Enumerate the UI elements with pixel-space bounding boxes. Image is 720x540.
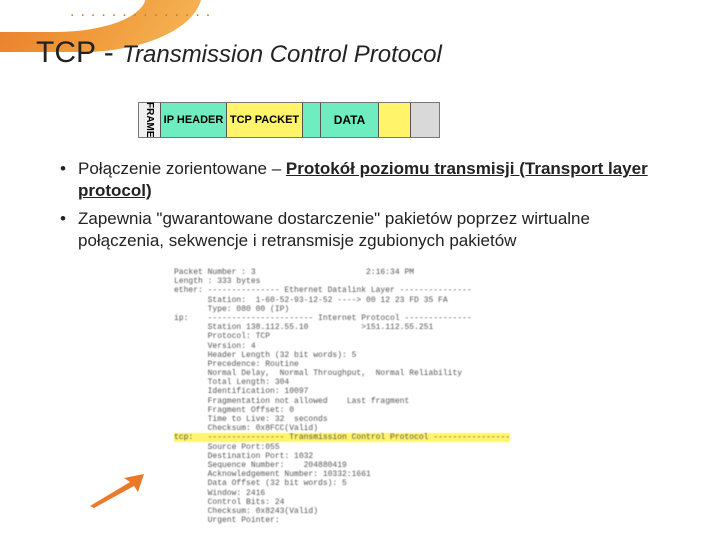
slide-title: TCP - Transmission Control Protocol xyxy=(0,22,720,84)
dump-line: Data Offset (32 bit words): 5 xyxy=(174,479,347,488)
bullet-1-text-a: Połączenie zorientowane – xyxy=(78,159,286,178)
dump-line: ether: --------------- Ethernet Datalink… xyxy=(174,286,472,295)
dump-line: Station 138.112.55.10 >151.112.55.251 xyxy=(174,323,433,332)
arrow-icon xyxy=(86,472,146,508)
title-sub: Transmission Control Protocol xyxy=(122,41,442,68)
bullet-list: Połączenie zorientowane – Protokół pozio… xyxy=(58,158,680,258)
seg-frame: FRAME xyxy=(139,103,161,137)
dump-line: Length : 333 bytes xyxy=(174,277,260,286)
dump-line: Protocol: TCP xyxy=(174,332,270,341)
dump-line: Destination Port: 1032 xyxy=(174,452,313,461)
seg-tcp: TCP PACKET xyxy=(227,103,303,137)
title-main: TCP - xyxy=(36,36,122,69)
dump-line: Version: 4 xyxy=(174,342,256,351)
dump-line: Time to Live: 32 seconds xyxy=(174,415,328,424)
seg-ip: IP HEADER xyxy=(161,103,227,137)
seg-blank xyxy=(303,103,321,137)
dump-line-highlight: tcp: ---------------- Transmission Contr… xyxy=(174,433,510,442)
dump-line: Precedence: Routine xyxy=(174,360,299,369)
dump-line: ip: ---------------------- Internet Prot… xyxy=(174,314,472,323)
seg-end xyxy=(411,103,439,137)
dump-line: Urgent Pointer: xyxy=(174,516,280,525)
dump-line: Acknowledgement Number: 10332:1661 xyxy=(174,470,371,479)
bullet-1: Połączenie zorientowane – Protokół pozio… xyxy=(58,158,680,202)
dump-line: Control Bits: 24 xyxy=(174,498,284,507)
dump-line: Window: 2416 xyxy=(174,489,265,498)
dump-line: Identification: 10097 xyxy=(174,387,308,396)
dump-line: Normal Delay, Normal Throughput, Normal … xyxy=(174,369,462,378)
packet-frame-diagram: FRAME IP HEADER TCP PACKET DATA xyxy=(138,102,440,138)
packet-dump: Packet Number : 3 2:16:34 PM Length : 33… xyxy=(174,268,634,525)
dump-line: Checksum: 0x8FCC(Valid) xyxy=(174,424,318,433)
seg-data: DATA xyxy=(321,103,379,137)
dump-line: Type: 080 00 (IP) xyxy=(174,305,289,314)
bullet-2: Zapewnia "gwarantowane dostarczenie" pak… xyxy=(58,208,680,252)
dump-line: Sequence Number: 204880419 xyxy=(174,461,347,470)
dump-line: Header Length (32 bit words): 5 xyxy=(174,351,356,360)
dump-line: Fragment Offset: 0 xyxy=(174,406,294,415)
dump-line: Total Length: 304 xyxy=(174,378,289,387)
dump-line: Packet Number : 3 2:16:34 PM xyxy=(174,268,414,277)
dump-line: Station: 1-60-52-93-12-52 ----> 00 12 23… xyxy=(174,296,448,305)
dump-line: Checksum: 0x8243(Valid) xyxy=(174,507,318,516)
seg-yellow xyxy=(379,103,411,137)
dump-line: Fragmentation not allowed Last fragment xyxy=(174,397,409,406)
dump-line: Source Port:055 xyxy=(174,443,280,452)
